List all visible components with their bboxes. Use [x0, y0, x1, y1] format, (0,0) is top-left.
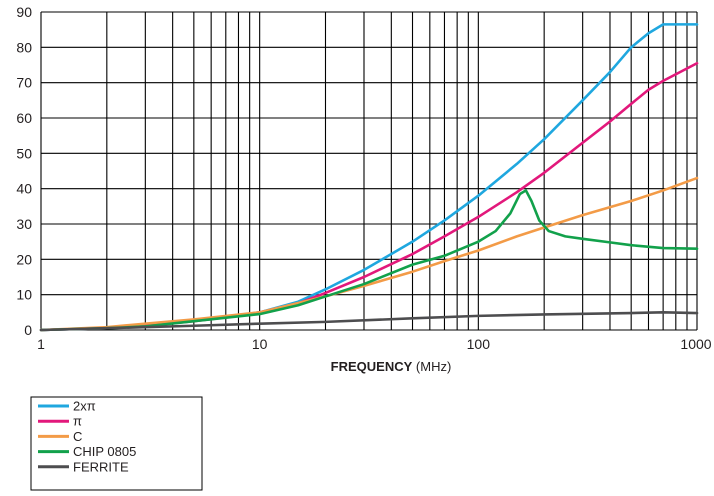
x-axis-title-unit: (MHz) — [416, 359, 451, 374]
series-line-series-1 — [39, 61, 699, 332]
x-tick-label: 10 — [252, 336, 268, 352]
y-tick-label: 0 — [24, 322, 32, 338]
x-tick-label: 100 — [467, 336, 491, 352]
y-tick-label: 40 — [16, 181, 32, 197]
y-tick-label: 30 — [16, 216, 32, 232]
legend-label: C — [73, 429, 82, 444]
y-tick-labels: 0 10 20 30 40 50 60 70 80 90 — [16, 4, 32, 338]
y-tick-label: 70 — [16, 75, 32, 91]
series-line-c — [39, 176, 699, 332]
x-tick-labels: 1 10 100 1000 — [37, 336, 712, 352]
legend-label: FERRITE — [73, 459, 129, 474]
x-axis-title-main: FREQUENCY — [331, 359, 413, 374]
x-tick-label: 1000 — [680, 336, 711, 352]
y-tick-label: 60 — [16, 110, 32, 126]
y-tick-label: 20 — [16, 251, 32, 267]
legend-box — [30, 396, 203, 491]
legend-label: CHIP 0805 — [73, 444, 136, 459]
series-line-chip-0805 — [39, 189, 699, 332]
plot-grid — [40, 11, 698, 331]
x-axis-title: FREQUENCY (MHz) — [331, 359, 452, 374]
y-tick-label: 90 — [16, 4, 32, 20]
y-tick-label: 80 — [16, 39, 32, 55]
y-tick-label: 50 — [16, 145, 32, 161]
y-tick-label: 10 — [16, 287, 32, 303]
legend-label: π — [73, 414, 82, 429]
series-line-ferrite — [39, 311, 699, 332]
x-tick-label: 1 — [37, 336, 45, 352]
series-layer — [39, 23, 699, 332]
legend-label: 2xπ — [73, 399, 96, 414]
